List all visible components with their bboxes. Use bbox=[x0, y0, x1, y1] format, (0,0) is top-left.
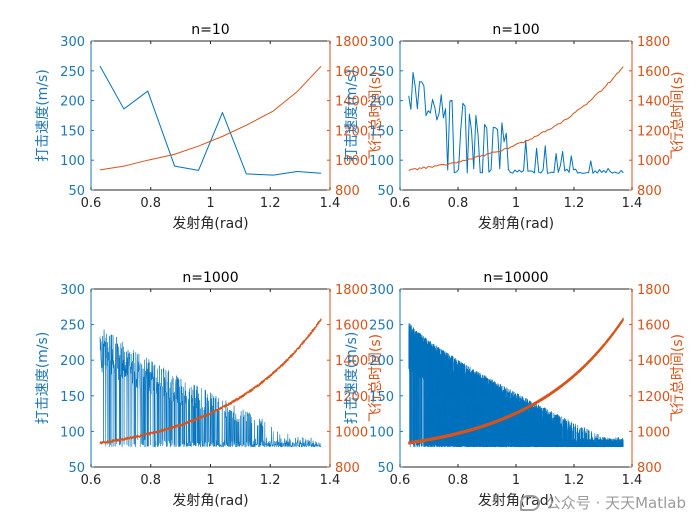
x-tick-label: 0.6 bbox=[390, 196, 411, 211]
series-impact-speed-line-1 bbox=[99, 65, 322, 176]
series-impact-speed-line-4 bbox=[408, 323, 624, 448]
right-y-tick-label: 800 bbox=[335, 461, 360, 476]
left-y-tick-label: 300 bbox=[369, 35, 394, 50]
right-y-axis-label-2: 飞行总时间(s) bbox=[670, 71, 686, 159]
left-y-tick-label: 250 bbox=[369, 65, 394, 80]
x-tick-label: 0.6 bbox=[390, 473, 411, 488]
x-tick-label: 1 bbox=[206, 196, 214, 211]
right-y-tick-label: 1400 bbox=[637, 354, 670, 369]
right-y-tick-label: 1800 bbox=[637, 35, 670, 50]
left-y-tick-label: 300 bbox=[369, 283, 394, 298]
series-flight-time-line-1 bbox=[99, 65, 322, 171]
x-tick-label: 1.2 bbox=[260, 196, 281, 211]
left-y-tick-label: 150 bbox=[60, 124, 85, 139]
wechat-icon bbox=[519, 494, 540, 511]
left-y-axis-label-3: 打击速度(m/s) bbox=[34, 332, 51, 425]
right-y-tick-label: 1600 bbox=[637, 319, 670, 334]
left-y-tick-label: 250 bbox=[369, 319, 394, 334]
right-y-tick-label: 1000 bbox=[637, 154, 670, 169]
x-axis-label-1: 发射角(rad) bbox=[172, 216, 248, 232]
right-y-tick-label: 1200 bbox=[637, 124, 670, 139]
series-flight-time-line-3 bbox=[99, 318, 322, 445]
left-y-axis-label-2: 打击速度(m/s) bbox=[343, 69, 360, 162]
left-y-tick-label: 100 bbox=[60, 154, 85, 169]
series-impact-speed-line-3 bbox=[99, 329, 322, 448]
left-y-tick-label: 300 bbox=[60, 35, 85, 50]
chart-title-4: n=10000 bbox=[483, 270, 548, 286]
x-tick-label: 1 bbox=[206, 473, 214, 488]
x-tick-label: 0.6 bbox=[81, 473, 102, 488]
x-tick-label: 1.2 bbox=[564, 196, 585, 211]
right-y-axis-label-4: 飞行总时间(s) bbox=[670, 334, 686, 422]
left-y-tick-label: 150 bbox=[369, 124, 394, 139]
series-flight-time-line-2 bbox=[408, 66, 624, 171]
right-y-tick-label: 1400 bbox=[335, 95, 368, 110]
right-y-tick-label: 800 bbox=[637, 461, 662, 476]
right-y-tick-label: 1000 bbox=[335, 154, 368, 169]
right-y-axis-label-1: 飞行总时间(s) bbox=[368, 71, 384, 159]
right-y-tick-label: 1200 bbox=[335, 390, 368, 405]
series-impact-speed-line-2 bbox=[408, 72, 624, 174]
right-y-axis-label-3: 飞行总时间(s) bbox=[368, 334, 384, 422]
left-y-tick-label: 200 bbox=[60, 95, 85, 110]
right-y-tick-label: 1600 bbox=[335, 319, 368, 334]
series-flight-time-line-4 bbox=[408, 317, 624, 445]
left-y-tick-label: 150 bbox=[369, 390, 394, 405]
x-axis-label-2: 发射角(rad) bbox=[478, 216, 554, 232]
left-y-tick-label: 300 bbox=[60, 283, 85, 298]
chart-title-2: n=100 bbox=[492, 22, 539, 38]
x-tick-label: 1 bbox=[512, 196, 520, 211]
left-y-tick-label: 50 bbox=[68, 184, 85, 199]
x-tick-label: 1.2 bbox=[564, 473, 585, 488]
right-y-tick-label: 1000 bbox=[637, 425, 670, 440]
right-y-tick-label: 1600 bbox=[335, 65, 368, 80]
x-axis-label-3: 发射角(rad) bbox=[172, 493, 248, 509]
x-tick-label: 1 bbox=[512, 473, 520, 488]
x-tick-label: 0.8 bbox=[140, 196, 161, 211]
left-y-tick-label: 250 bbox=[60, 65, 85, 80]
left-y-tick-label: 250 bbox=[60, 319, 85, 334]
right-y-tick-label: 1200 bbox=[637, 390, 670, 405]
left-y-axis-label-4: 打击速度(m/s) bbox=[343, 332, 360, 425]
right-y-tick-label: 800 bbox=[335, 184, 360, 199]
x-tick-label: 1.4 bbox=[622, 473, 643, 488]
x-tick-label: 0.8 bbox=[448, 196, 469, 211]
x-tick-label: 0.6 bbox=[81, 196, 102, 211]
left-y-tick-label: 150 bbox=[60, 390, 85, 405]
right-y-tick-label: 1800 bbox=[335, 283, 368, 298]
watermark: 公众号 · 天天Matlab bbox=[519, 492, 686, 513]
chart-title-1: n=10 bbox=[191, 22, 229, 38]
watermark-text: 公众号 · 天天Matlab bbox=[545, 494, 686, 512]
left-y-tick-label: 100 bbox=[369, 425, 394, 440]
right-y-tick-label: 1600 bbox=[637, 65, 670, 80]
right-y-tick-label: 1800 bbox=[637, 283, 670, 298]
left-y-tick-label: 200 bbox=[369, 354, 394, 369]
right-y-tick-label: 1200 bbox=[335, 124, 368, 139]
chart-title-3: n=1000 bbox=[182, 270, 238, 286]
right-y-tick-label: 1400 bbox=[637, 95, 670, 110]
left-y-tick-label: 200 bbox=[369, 95, 394, 110]
right-y-tick-label: 800 bbox=[637, 184, 662, 199]
left-y-tick-label: 100 bbox=[369, 154, 394, 169]
x-tick-label: 1.4 bbox=[320, 196, 341, 211]
left-y-tick-label: 50 bbox=[377, 184, 394, 199]
left-y-tick-label: 50 bbox=[68, 461, 85, 476]
left-y-tick-label: 50 bbox=[377, 461, 394, 476]
right-y-tick-label: 1800 bbox=[335, 35, 368, 50]
x-tick-label: 1.4 bbox=[320, 473, 341, 488]
left-y-axis-label-1: 打击速度(m/s) bbox=[34, 69, 51, 162]
x-tick-label: 1.4 bbox=[622, 196, 643, 211]
x-tick-label: 0.8 bbox=[140, 473, 161, 488]
x-tick-label: 1.2 bbox=[260, 473, 281, 488]
right-y-tick-label: 1400 bbox=[335, 354, 368, 369]
x-tick-label: 0.8 bbox=[448, 473, 469, 488]
left-y-tick-label: 200 bbox=[60, 354, 85, 369]
left-y-tick-label: 100 bbox=[60, 425, 85, 440]
right-y-tick-label: 1000 bbox=[335, 425, 368, 440]
